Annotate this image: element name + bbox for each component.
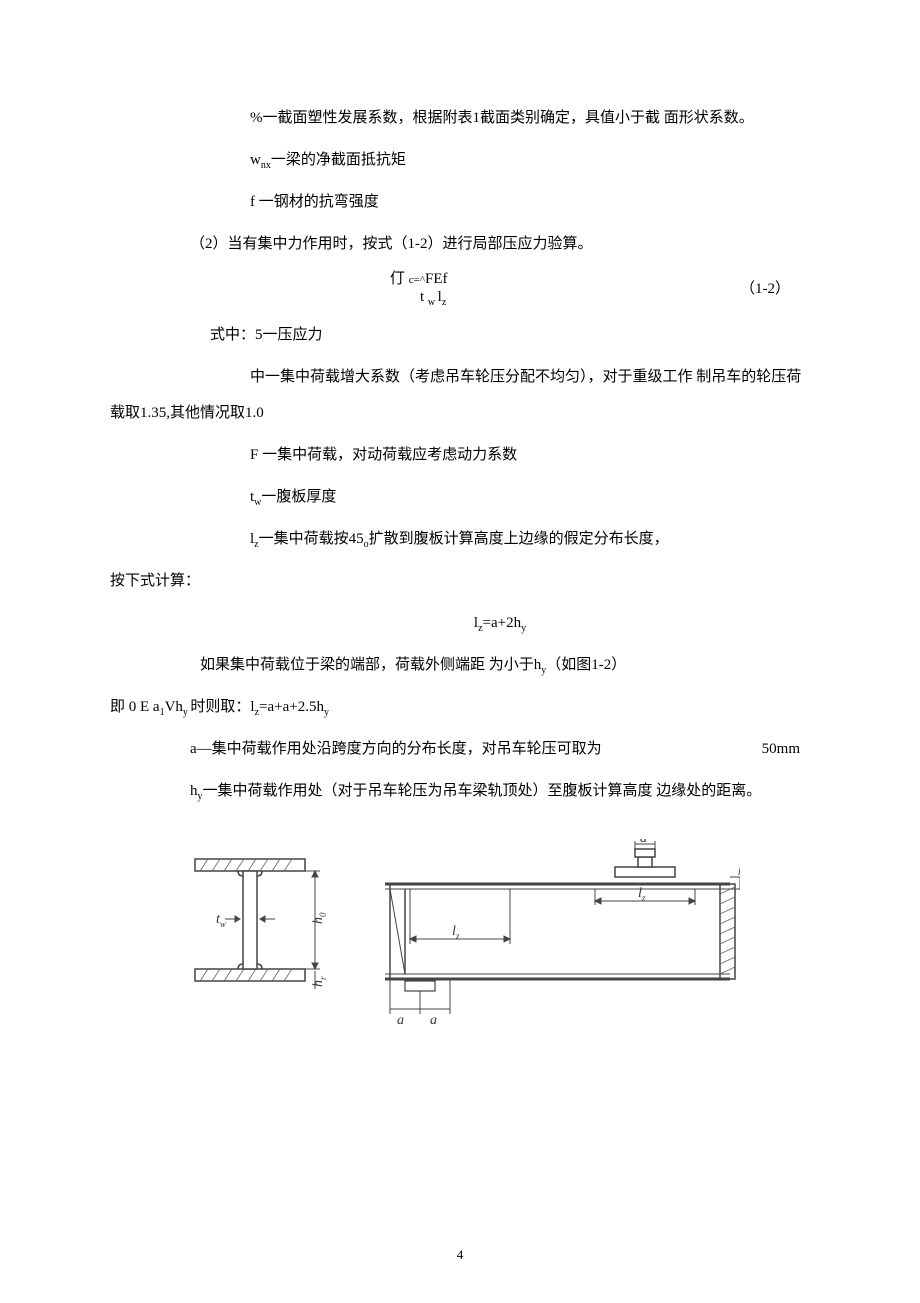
t12-g: =a+a+2.5h <box>259 699 324 715</box>
f2-y: y <box>521 623 526 634</box>
t12-h: y <box>324 707 329 718</box>
text-50mm: 50mm <box>762 731 810 767</box>
diagram-beam-elevation: a lz hr <box>380 839 740 1044</box>
para-endload: 如果集中荷载位于梁的端部，荷载外侧端距 为小于hy（如图1-2） <box>110 647 810 683</box>
text-sigma: 式中：5一压应力 <box>210 327 323 343</box>
f1-part-b: c=^ <box>409 274 425 286</box>
para-a-desc: a—集中荷载作用处沿跨度方向的分布长度，对吊车轮压可取为 50mm <box>110 731 810 767</box>
f2-body: =a+2h <box>483 615 522 631</box>
svg-text:hr: hr <box>311 976 328 987</box>
text-end-2: （如图1-2） <box>546 657 626 673</box>
sym-w: w <box>250 152 261 168</box>
text-wnx-desc: 一梁的净截面抵抗矩 <box>271 152 406 168</box>
f1-part-c: FEf <box>425 271 448 287</box>
text-amplify: 中一集中荷载增大系数（考虑吊车轮压分配不均匀），对于重级工作 制吊车的轮压荷载取… <box>110 369 801 421</box>
formula-1-2-number: （1-2） <box>740 279 810 300</box>
svg-text:a: a <box>430 1013 437 1028</box>
text-end-1: 如果集中荷载位于梁的端部，荷载外侧端距 为小于h <box>200 657 541 673</box>
f1-l2-b: w <box>428 297 438 308</box>
text-lz-1: 一集中荷载按45 <box>259 531 364 547</box>
para-f: f 一钢材的抗弯强度 <box>110 184 810 220</box>
para-sigma: 式中：5一压应力 <box>110 317 810 353</box>
text-tw-desc: 一腹板厚度 <box>261 489 336 505</box>
page-number: 4 <box>457 1247 464 1263</box>
text-calc-by: 按下式计算： <box>110 573 200 589</box>
text-p1: %一截面塑性发展系数，根据附表1截面类别确定，具值小于截 面形状系数。 <box>250 110 754 126</box>
t12-a: 即 0 E a <box>110 699 160 715</box>
text-hy-desc: 一集中荷载作用处（对于吊车轮压为吊车梁轨顶处）至腹板计算高度 边缘处的距离。 <box>203 783 762 799</box>
svg-text:h0: h0 <box>311 912 328 924</box>
para-clause2: （2）当有集中力作用时，按式（1-2）进行局部压应力验算。 <box>110 226 810 262</box>
svg-text:tw: tw <box>216 912 226 929</box>
text-clause2: （2）当有集中力作用时，按式（1-2）进行局部压应力验算。 <box>190 236 593 252</box>
formula-1-2-body: 仃 c=^FEf t w lz <box>390 270 448 309</box>
para-calc-by: 按下式计算： <box>110 563 810 599</box>
text-bigf: F 一集中荷载，对动荷载应考虑动力系数 <box>250 447 517 463</box>
para-then-take: 即 0 E a1Vhy 时则取：lz=a+a+2.5hy <box>110 689 810 725</box>
svg-text:lz: lz <box>452 924 460 941</box>
svg-text:a: a <box>640 839 647 846</box>
sym-h: h <box>190 783 198 799</box>
f1-l2-a: t <box>420 289 428 305</box>
f1-part-a: 仃 <box>390 271 409 287</box>
svg-text:hr: hr <box>738 866 740 880</box>
t12-e: 时则取：l <box>190 699 254 715</box>
para-amplify: 中一集中荷载增大系数（考虑吊车轮压分配不均匀），对于重级工作 制吊车的轮压荷载取… <box>110 359 810 431</box>
text-f-desc: f 一钢材的抗弯强度 <box>250 194 379 210</box>
para-tw: tw一腹板厚度 <box>110 479 810 515</box>
t12-c: Vh <box>165 699 183 715</box>
para-lz: lz一集中荷载按45o扩散到腹板计算高度上边缘的假定分布长度， <box>110 521 810 557</box>
para-bigf: F 一集中荷载，对动荷载应考虑动力系数 <box>110 437 810 473</box>
sub-nx: nx <box>261 160 271 171</box>
f1-l2-d: z <box>442 297 446 308</box>
diagram-ibeam-section: tw h0 hr <box>180 839 330 1004</box>
diagram-row: tw h0 hr <box>110 839 810 1044</box>
para-wnx: wnx一梁的净截面抵抗矩 <box>110 142 810 178</box>
text-a-desc: a—集中荷载作用处沿跨度方向的分布长度，对吊车轮压可取为 <box>190 731 602 767</box>
text-lz-2: 扩散到腹板计算高度上边缘的假定分布长度， <box>369 531 669 547</box>
para-hy: hy一集中荷载作用处（对于吊车轮压为吊车梁轨顶处）至腹板计算高度 边缘处的距离。 <box>110 773 810 809</box>
svg-text:a: a <box>397 1013 404 1028</box>
formula-1-2: 仃 c=^FEf t w lz （1-2） <box>110 270 810 309</box>
formula-lz: lz=a+2hy <box>110 605 810 641</box>
para-plastic-coeff: %一截面塑性发展系数，根据附表1截面类别确定，具值小于截 面形状系数。 <box>110 100 810 136</box>
